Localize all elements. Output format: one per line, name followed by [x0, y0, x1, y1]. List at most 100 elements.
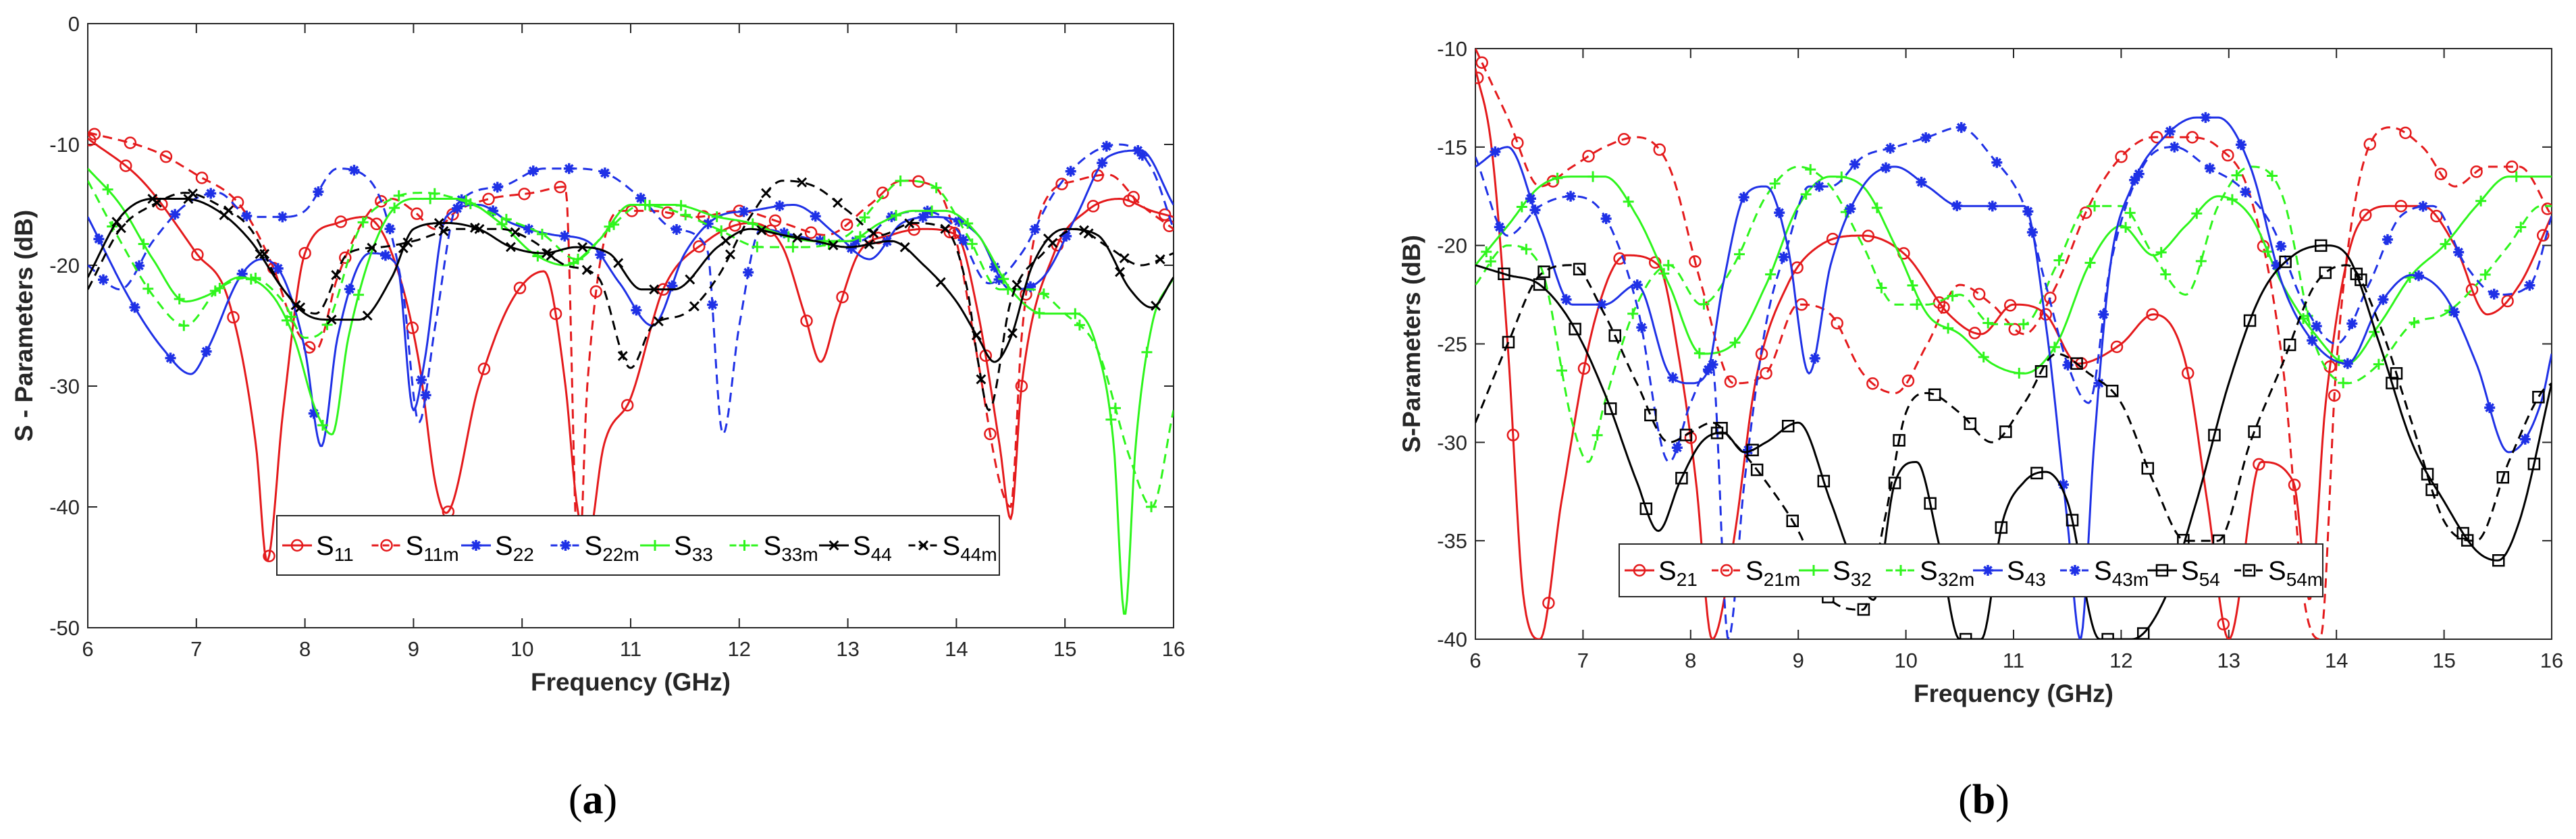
data-point-s21 [2253, 458, 2265, 471]
data-point-s21m [1475, 56, 1488, 70]
data-point-s32 [1800, 188, 1812, 200]
data-point-s33m [178, 320, 190, 331]
data-point-s54m [2532, 391, 2545, 404]
legend-marker-s33 [650, 540, 660, 551]
data-point-s22m [779, 227, 790, 239]
x-tick-label: 16 [2540, 649, 2563, 672]
data-point-s21m [2328, 389, 2341, 402]
data-point-s22 [452, 202, 463, 214]
data-point-s11m [768, 214, 782, 227]
data-point-s32 [2049, 342, 2060, 353]
data-point-s11m [159, 150, 173, 163]
legend-label-s11: S11 [316, 531, 354, 565]
data-point-s44m [689, 301, 700, 312]
legend-label-s22m: S22m [585, 531, 639, 565]
data-point-s11 [298, 246, 311, 260]
data-point-s54m [1750, 463, 1764, 477]
data-point-s54m [2425, 483, 2438, 496]
data-point-s43m [1778, 251, 1789, 263]
data-point-s43 [1596, 299, 1608, 310]
data-point-s33m [680, 209, 691, 221]
data-point-s21m [2222, 148, 2234, 162]
data-point-s44m [653, 316, 664, 327]
data-point-s54 [2066, 514, 2079, 526]
data-point-s11 [334, 215, 347, 228]
data-point-s44m [295, 302, 306, 313]
data-point-s44 [649, 284, 660, 295]
data-point-s32 [1729, 337, 1741, 348]
data-point-s32 [2191, 208, 2203, 219]
legend-label-s54m: S54m [2268, 556, 2323, 590]
data-point-s33m [1109, 402, 1121, 414]
legend-marker-s54 [2155, 564, 2169, 577]
data-point-s43 [2519, 433, 2531, 445]
y-tick-label: -20 [1437, 234, 1467, 258]
data-point-s11 [227, 310, 240, 324]
data-point-s21m [1724, 375, 1737, 388]
data-point-s32m [2373, 358, 2384, 370]
data-point-s54m [2355, 273, 2367, 286]
data-point-s43m [1529, 205, 1541, 216]
data-point-s33 [174, 293, 185, 304]
data-point-s21 [1506, 429, 1520, 441]
x-tick-label: 10 [1894, 649, 1917, 672]
data-point-s22m [492, 182, 503, 193]
data-point-s43m [2204, 163, 2215, 174]
data-point-s21m [2399, 126, 2412, 140]
data-point-s11 [263, 549, 275, 562]
data-point-s33m [1002, 283, 1014, 295]
data-point-s11m [912, 175, 925, 188]
data-point-s43 [2484, 402, 2496, 413]
data-point-s43m [2062, 359, 2074, 371]
data-point-s33 [1141, 346, 1153, 358]
data-point-s21 [2288, 479, 2301, 491]
series-line-s33 [88, 167, 1174, 615]
data-point-s11 [370, 217, 383, 231]
data-point-s21 [2003, 299, 2017, 312]
data-point-s11 [621, 399, 634, 412]
data-point-s43 [1916, 176, 1927, 188]
data-point-s11 [1158, 208, 1172, 221]
data-point-s43m [2276, 240, 2287, 252]
data-point-s43m [1814, 181, 1825, 192]
series-group-a [88, 128, 1174, 615]
y-tick-label: -30 [1437, 431, 1467, 454]
data-point-s22 [523, 223, 535, 235]
data-point-s54m [1893, 434, 1905, 447]
data-point-s21 [2394, 200, 2408, 213]
data-point-s33m [608, 219, 620, 230]
data-point-s21m [1760, 367, 1772, 380]
data-point-s54m [1573, 263, 1586, 275]
data-point-s54 [1604, 402, 1617, 415]
data-point-s43m [1671, 442, 1683, 454]
y-axis-label: S - Parameters (dB) [10, 210, 38, 441]
data-point-s33 [353, 289, 365, 300]
series-line-s43 [1475, 116, 2552, 639]
data-point-s54m [1928, 388, 1941, 401]
data-point-s21 [2359, 209, 2372, 221]
data-point-s54m [2248, 425, 2261, 438]
data-point-s22m [599, 167, 610, 179]
data-point-s32m [1521, 244, 1532, 255]
data-point-s43 [2413, 270, 2424, 281]
data-point-s33 [1034, 307, 1045, 319]
data-point-s54 [1498, 267, 1510, 281]
data-point-s32 [2120, 221, 2132, 233]
data-point-s21 [2181, 367, 2194, 380]
data-point-s43m [2311, 321, 2322, 332]
data-point-s11m [518, 188, 531, 200]
data-point-s33m [429, 188, 440, 199]
data-point-s21m [2470, 165, 2483, 178]
legend-marker-s22 [471, 540, 481, 551]
data-point-s44 [433, 217, 444, 228]
data-point-s54 [1817, 475, 1831, 488]
series-line-s54m [1475, 264, 2552, 611]
data-point-s21m [1582, 150, 1595, 163]
data-point-s54m [2070, 357, 2083, 370]
data-point-s54m [1715, 422, 1728, 435]
data-point-s43m [2382, 234, 2393, 245]
data-point-s11 [1086, 200, 1100, 213]
data-point-s33m [859, 212, 870, 223]
data-point-s43 [2342, 358, 2353, 369]
data-point-s32m [1769, 178, 1781, 190]
